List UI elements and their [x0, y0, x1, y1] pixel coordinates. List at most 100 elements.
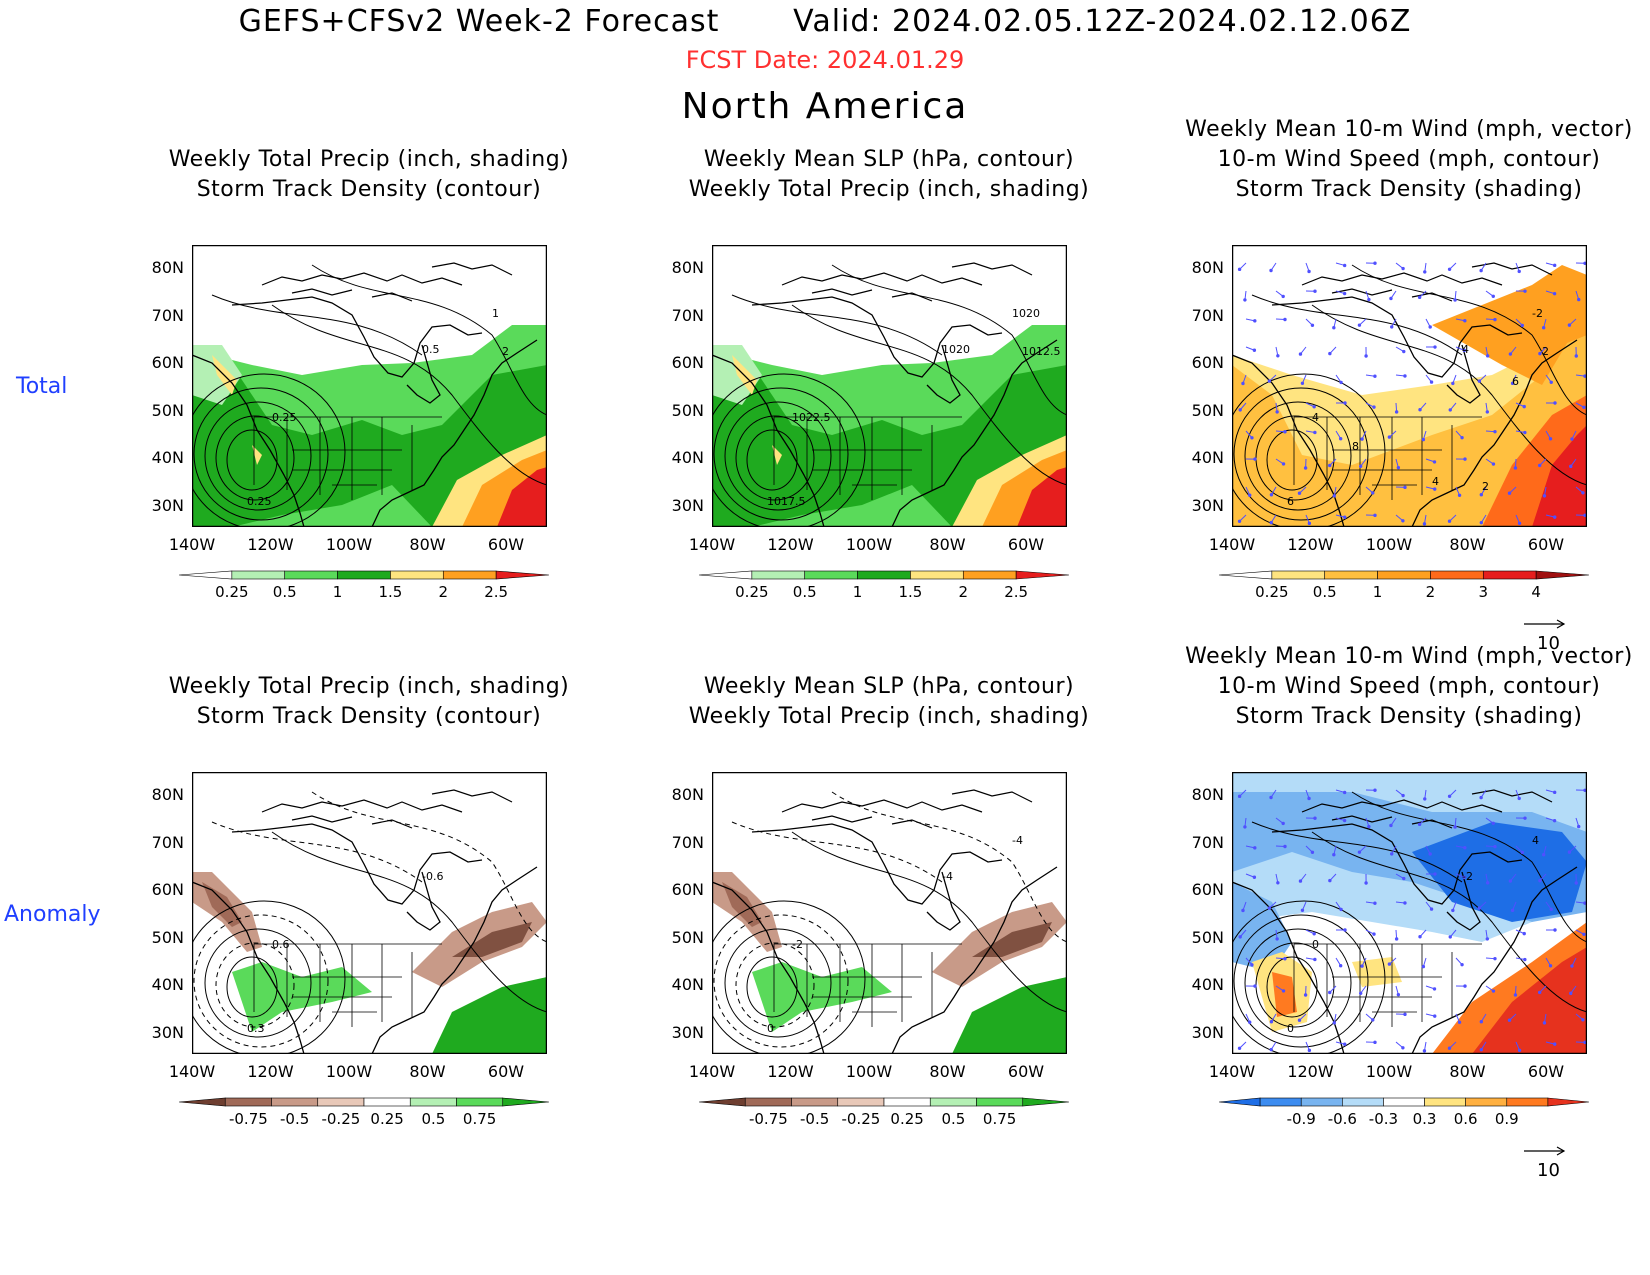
arctic-islands [781, 262, 1033, 302]
colorbar-tick: 0.25 [215, 583, 248, 601]
contour-label: 4 [1532, 834, 1539, 847]
colorbar-swatch [284, 570, 338, 580]
lat-label: 50N [151, 927, 184, 947]
colorbar-swatch [178, 570, 233, 580]
lat-label: 60N [151, 880, 184, 899]
panel-title-line2: Weekly Mean SLP (hPa, contour) [703, 674, 1075, 699]
colorbar-p3: 0.25 0.5 1 2 3 4 [1218, 570, 1590, 601]
lat-label: 40N [671, 448, 704, 467]
colorbar-swatch [883, 1097, 931, 1107]
lon-label: 80W [929, 1062, 966, 1081]
contour-label: -2 [1462, 870, 1473, 883]
wind-vectors [1237, 261, 1587, 526]
lon-label: 80W [409, 535, 446, 554]
lat-label: 60N [671, 353, 704, 372]
colorbar-swatch [363, 1097, 411, 1107]
colorbar-tick: 0.75 [983, 1110, 1016, 1128]
lon-label: 120W [247, 535, 294, 554]
contour-label: 1020 [942, 343, 970, 356]
coastline [1232, 823, 1578, 1054]
colorbar-swatch [791, 1097, 839, 1107]
panel-title-line3: Storm Track Density (contour) [196, 177, 542, 202]
colorbar-swatch [1535, 570, 1590, 580]
contour-label: 1020 [1012, 307, 1040, 320]
lon-label: 60W [487, 535, 525, 554]
contour-lines [1232, 264, 1587, 527]
colorbar-swatch [857, 570, 911, 580]
lat-label: 50N [1191, 927, 1224, 947]
contour-label: 0.6 [272, 938, 290, 951]
colorbar-tick: 0.25 [1255, 583, 1288, 601]
row-label-anomaly: Anomaly [4, 902, 101, 927]
figure-title: GEFS+CFSv2 Week-2 Forecast Valid: 2024.0… [238, 4, 1412, 39]
arctic-islands [1301, 789, 1553, 829]
colorbar-swatch [317, 1097, 365, 1107]
colorbar-tick: 0.25 [370, 1110, 403, 1128]
contour-label: 0 [1287, 1022, 1294, 1035]
contour-lines [712, 264, 1067, 527]
lat-label: 30N [1191, 495, 1224, 515]
colorbar-swatch [1259, 1097, 1302, 1107]
colorbar-tick: -0.6 [1328, 1110, 1357, 1128]
colorbar-tick: 0.25 [735, 583, 768, 601]
colorbar-swatch [1342, 1097, 1384, 1107]
lat-label: 80N [151, 258, 184, 277]
colorbar-swatch [1015, 570, 1070, 580]
colorbar-tick: 0.3 [1413, 1110, 1437, 1128]
lon-label: 60W [1007, 535, 1045, 554]
lat-label: 70N [1191, 832, 1224, 852]
panel-title-line3: Weekly Total Precip (inch, shading) [688, 177, 1090, 202]
colorbar-tick: 2.5 [1004, 583, 1028, 601]
colorbar-tick: 2.5 [484, 583, 508, 601]
contour-label: 0.5 [422, 343, 440, 356]
wind-vectors [1237, 788, 1587, 1053]
colorbar-tick: 0.5 [273, 583, 297, 601]
arctic-islands [1301, 262, 1553, 302]
contour-label: 1022.5 [792, 411, 831, 424]
coastline [192, 296, 538, 527]
lon-label: 80W [1449, 535, 1486, 554]
map-shading [712, 325, 1067, 527]
colorbar-tick: 2 [439, 583, 449, 601]
colorbar-swatch [962, 570, 1017, 580]
lat-label: 40N [151, 448, 184, 467]
colorbar-tick: 0.75 [463, 1110, 496, 1128]
contour-lines [192, 264, 547, 527]
colorbar-p4: -0.75 -0.5 -0.25 0.25 0.5 0.75 [178, 1097, 550, 1128]
colorbar-swatch [1547, 1097, 1590, 1107]
colorbar-tick: 2 [959, 583, 969, 601]
coastline [712, 296, 1058, 527]
map-shading [192, 325, 547, 527]
arctic-islands [261, 262, 513, 302]
map-panel-p3: 4 4 6 -2 2 6 8 2 4 [1232, 245, 1587, 527]
map-frame [1232, 772, 1587, 1054]
lon-label: 120W [1287, 535, 1334, 554]
lon-label: 100W [325, 1062, 373, 1081]
panel-title-line3: Storm Track Density (shading) [1235, 177, 1583, 202]
lat-label: 50N [671, 927, 704, 947]
contour-label: 8 [1352, 440, 1359, 453]
map-frame [1232, 245, 1587, 527]
lat-label: 30N [151, 1022, 184, 1042]
state-borders [773, 943, 962, 1027]
colorbar-swatch [976, 1097, 1024, 1107]
lat-label: 50N [151, 400, 184, 420]
panel-title-line2: Weekly Mean SLP (hPa, contour) [703, 147, 1075, 172]
map-frame [712, 772, 1067, 1054]
lat-label: 80N [671, 258, 704, 277]
map-panel-p4: -0.6 0.6 0.3 [192, 772, 547, 1054]
map-panel-p2: 1020 1022.5 1017.5 1020 1012.5 [712, 245, 1067, 527]
colorbar-swatch [337, 570, 391, 580]
state-borders [253, 416, 442, 500]
coastline [712, 823, 1058, 1054]
lat-label: 80N [1191, 258, 1224, 277]
colorbar-swatch [1506, 1097, 1549, 1107]
colorbar-swatch [178, 1097, 226, 1107]
colorbar-tick: 0.6 [1454, 1110, 1478, 1128]
colorbar-swatch [1218, 570, 1273, 580]
colorbar-swatch [1465, 1097, 1508, 1107]
colorbar-swatch [224, 1097, 272, 1107]
colorbar-tick: 2 [1426, 583, 1436, 601]
colorbar-swatch [390, 570, 444, 580]
contour-label: 0 [1312, 938, 1319, 951]
